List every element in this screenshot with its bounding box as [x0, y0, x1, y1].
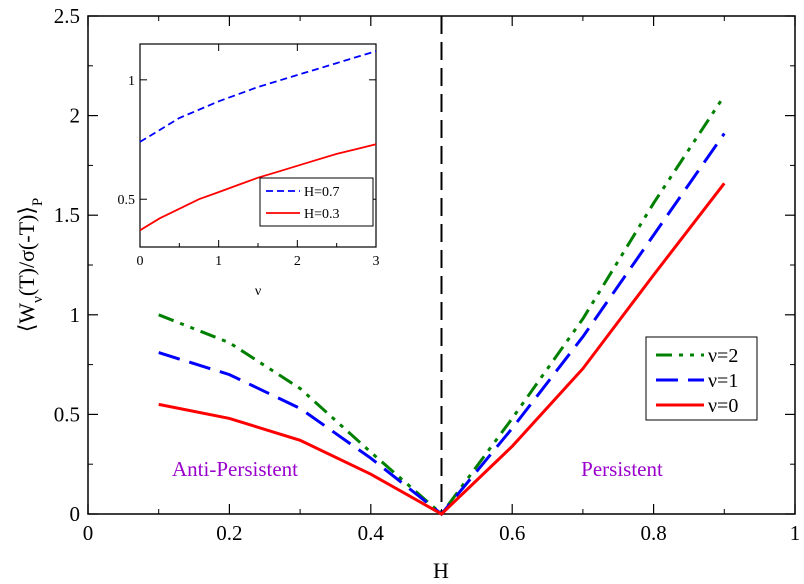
- inset-series: [139, 50, 377, 232]
- main-legend-label: ν=2: [708, 345, 738, 367]
- inset-y-tick-label: 1: [128, 74, 135, 89]
- inset-legend-label: H=0.7: [304, 185, 340, 200]
- inset-ticks: 0 1 2 3 0.5 1: [118, 44, 380, 269]
- main-x-axis-title: H: [433, 558, 449, 583]
- annotation-anti-persistent: Anti-Persistent: [172, 457, 298, 481]
- inset-x-tick-label: 3: [373, 254, 380, 269]
- inset-x-tick-label: 0: [137, 254, 144, 269]
- inset-series-line-1: [139, 143, 377, 232]
- main-x-tick-label: 0: [83, 521, 94, 545]
- main-y-tick-label: 2: [70, 104, 81, 128]
- main-y-axis-title: ⟨Wν(T)/σ(-T)⟩P: [14, 198, 46, 333]
- main-legend: ν=2 ν=1 ν=0: [645, 336, 758, 421]
- main-series: [158, 94, 726, 517]
- inset-legend-label: H=0.3: [304, 207, 340, 222]
- inset-x-axis-title: ν: [255, 284, 261, 299]
- inset-x-tick-label: 1: [215, 254, 222, 269]
- main-legend-label: ν=1: [708, 370, 738, 392]
- inset-series-line-0: [139, 50, 377, 143]
- annotation-persistent: Persistent: [581, 457, 663, 481]
- main-y-tick-label: 1: [70, 303, 81, 327]
- main-y-tick-label: 1.5: [54, 203, 80, 227]
- main-x-tick-label: 0.8: [640, 521, 666, 545]
- main-x-tick-label: 0.2: [216, 521, 242, 545]
- main-legend-label: ν=0: [708, 395, 738, 417]
- inset-legend-box: [259, 177, 374, 227]
- main-y-tick-label: 0: [70, 502, 81, 526]
- main-x-tick-label: 0.6: [499, 521, 525, 545]
- inset-legend: H=0.7 H=0.3: [259, 177, 374, 227]
- main-y-tick-label: 0.5: [54, 402, 80, 426]
- main-ticks: 0 0.2 0.4 0.6 0.8 1 0 0.5 1 1.5 2 2.5: [54, 4, 801, 545]
- main-x-tick-label: 1: [790, 521, 801, 545]
- inset-y-tick-label: 0.5: [118, 193, 136, 208]
- main-x-tick-label: 0.4: [358, 521, 385, 545]
- main-series-line-2: [158, 182, 726, 516]
- main-y-tick-label: 2.5: [54, 4, 80, 28]
- inset-x-tick-label: 2: [294, 254, 301, 269]
